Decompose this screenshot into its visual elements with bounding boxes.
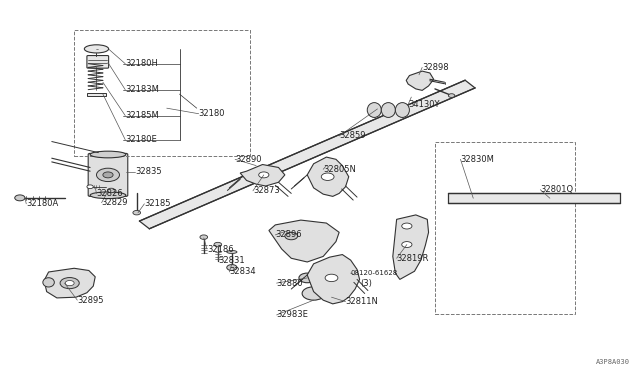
Text: 32859: 32859 bbox=[339, 131, 365, 141]
FancyBboxPatch shape bbox=[87, 93, 106, 96]
Circle shape bbox=[321, 173, 334, 180]
Polygon shape bbox=[307, 254, 360, 304]
Polygon shape bbox=[240, 164, 285, 186]
Circle shape bbox=[302, 287, 325, 300]
Text: 32180H: 32180H bbox=[125, 59, 158, 68]
Text: 34130Y: 34130Y bbox=[408, 100, 440, 109]
Text: 32983E: 32983E bbox=[276, 311, 308, 320]
Text: 32890: 32890 bbox=[235, 155, 262, 164]
Text: 32829: 32829 bbox=[102, 198, 128, 207]
Ellipse shape bbox=[227, 250, 237, 253]
Text: 32185: 32185 bbox=[145, 199, 171, 208]
Text: 32183M: 32183M bbox=[125, 85, 159, 94]
Ellipse shape bbox=[43, 278, 54, 287]
Circle shape bbox=[299, 273, 316, 283]
Text: 32898: 32898 bbox=[422, 63, 449, 72]
Text: 32180A: 32180A bbox=[26, 199, 58, 208]
Circle shape bbox=[259, 172, 269, 178]
Circle shape bbox=[325, 274, 338, 282]
Polygon shape bbox=[393, 215, 429, 279]
Ellipse shape bbox=[367, 103, 381, 118]
Text: 32896: 32896 bbox=[275, 230, 302, 240]
FancyBboxPatch shape bbox=[87, 55, 109, 68]
Bar bbox=[435, 141, 575, 314]
FancyBboxPatch shape bbox=[88, 153, 128, 196]
Circle shape bbox=[133, 211, 141, 215]
Polygon shape bbox=[269, 220, 339, 262]
Polygon shape bbox=[44, 268, 95, 298]
Text: (3): (3) bbox=[360, 279, 372, 288]
Polygon shape bbox=[140, 80, 475, 229]
Circle shape bbox=[60, 278, 79, 289]
Text: A3P8A030: A3P8A030 bbox=[596, 359, 630, 365]
Text: 32801Q: 32801Q bbox=[540, 185, 573, 194]
Text: 32180: 32180 bbox=[198, 109, 225, 118]
Ellipse shape bbox=[90, 192, 126, 199]
Ellipse shape bbox=[84, 45, 109, 53]
Text: 32831: 32831 bbox=[218, 256, 244, 264]
Circle shape bbox=[103, 172, 113, 178]
Text: 08120-61628: 08120-61628 bbox=[351, 270, 398, 276]
Circle shape bbox=[337, 270, 355, 280]
Text: 32186: 32186 bbox=[207, 244, 234, 253]
Polygon shape bbox=[307, 157, 349, 196]
Ellipse shape bbox=[90, 151, 126, 158]
Text: 32873: 32873 bbox=[253, 186, 280, 195]
Text: 32185M: 32185M bbox=[125, 111, 159, 120]
Text: 32880: 32880 bbox=[276, 279, 303, 288]
Polygon shape bbox=[406, 71, 434, 90]
Circle shape bbox=[449, 94, 455, 97]
Text: 32830M: 32830M bbox=[461, 155, 494, 164]
Circle shape bbox=[285, 232, 298, 240]
Text: B: B bbox=[342, 272, 346, 278]
Circle shape bbox=[65, 280, 74, 286]
Circle shape bbox=[87, 185, 93, 189]
Circle shape bbox=[214, 242, 221, 247]
Circle shape bbox=[200, 235, 207, 239]
Text: 32811N: 32811N bbox=[346, 297, 378, 306]
Text: 32835: 32835 bbox=[135, 167, 161, 176]
Bar bbox=[74, 31, 250, 156]
Text: 32895: 32895 bbox=[77, 296, 104, 305]
Text: 32834: 32834 bbox=[229, 267, 256, 276]
Circle shape bbox=[402, 223, 412, 229]
Circle shape bbox=[97, 168, 120, 182]
Circle shape bbox=[108, 188, 115, 193]
Ellipse shape bbox=[381, 103, 396, 118]
Polygon shape bbox=[448, 193, 620, 203]
Text: 32819R: 32819R bbox=[397, 254, 429, 263]
Circle shape bbox=[402, 241, 412, 247]
Circle shape bbox=[15, 195, 25, 201]
Ellipse shape bbox=[396, 103, 410, 118]
Text: 32805N: 32805N bbox=[323, 165, 356, 174]
Text: 32826: 32826 bbox=[97, 189, 123, 198]
Circle shape bbox=[227, 264, 237, 270]
Text: 32180E: 32180E bbox=[125, 135, 157, 144]
